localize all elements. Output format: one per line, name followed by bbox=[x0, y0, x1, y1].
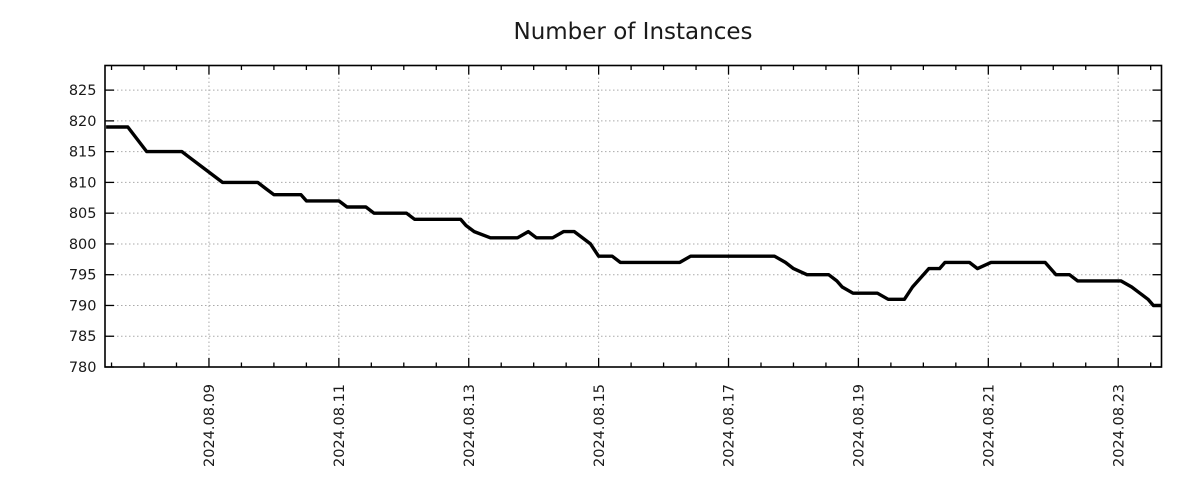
y-tick-label: 820 bbox=[69, 114, 97, 130]
x-tick-label: 2024.08.17 bbox=[722, 384, 738, 467]
grid-layer bbox=[105, 65, 1162, 367]
y-tick-label: 790 bbox=[69, 298, 97, 314]
y-tick-label: 810 bbox=[69, 175, 97, 191]
x-tick-label: 2024.08.09 bbox=[202, 384, 218, 467]
y-tick-label: 805 bbox=[69, 206, 97, 222]
y-tick-label: 815 bbox=[69, 145, 97, 161]
data-line-instances bbox=[106, 125, 1162, 308]
plot-border bbox=[104, 64, 1163, 368]
x-tick-label: 2024.08.23 bbox=[1111, 384, 1127, 467]
series-layer bbox=[106, 125, 1162, 308]
label-layer: 780 785 790 795 800 805 810 815 820 825 2024.08.09… bbox=[69, 83, 1128, 467]
y-tick-label: 780 bbox=[69, 360, 97, 376]
x-tick-label: 2024.08.11 bbox=[332, 384, 348, 467]
tick-layer bbox=[105, 65, 1162, 368]
y-tick-label: 825 bbox=[69, 83, 97, 99]
y-tick-label: 800 bbox=[69, 237, 97, 253]
x-tick-label: 2024.08.19 bbox=[852, 384, 868, 467]
chart-title: Number of Instances bbox=[514, 19, 753, 45]
x-tick-label: 2024.08.21 bbox=[982, 384, 998, 467]
y-tick-label: 785 bbox=[69, 329, 97, 345]
x-tick-label: 2024.08.15 bbox=[592, 384, 608, 467]
y-tick-label: 795 bbox=[69, 268, 97, 284]
x-tick-label: 2024.08.13 bbox=[462, 384, 478, 467]
